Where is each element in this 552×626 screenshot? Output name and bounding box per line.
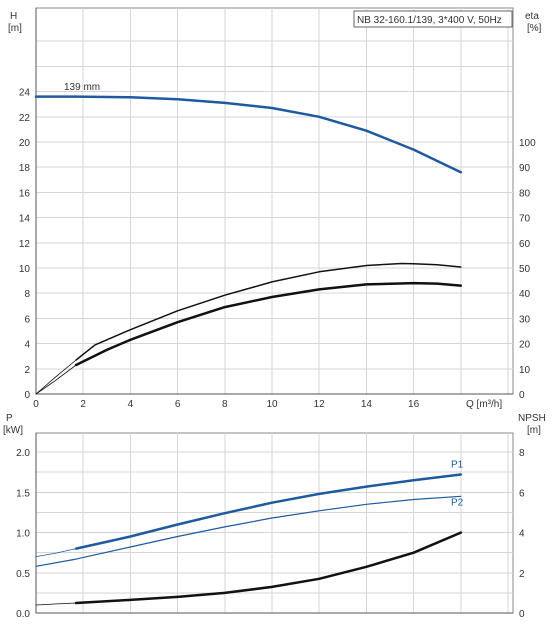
eta-tick-label: 10 <box>519 365 531 376</box>
h-tick-label: 18 <box>19 163 31 174</box>
npsh-axis-label: NPSH <box>518 413 546 424</box>
h-tick-label: 12 <box>19 239 31 250</box>
top-series-line-3 <box>74 281 463 367</box>
top-series-line-2 <box>35 359 77 395</box>
eta-axis-label: eta <box>525 11 539 22</box>
power-axis-label: P <box>6 413 13 424</box>
power-tick-label: 1.5 <box>16 488 30 499</box>
h-tick-label: 10 <box>19 264 31 275</box>
power-tick-label: 0.0 <box>16 609 30 620</box>
eta-tick-label: 40 <box>519 289 531 300</box>
impeller-diameter-label: 139 mm <box>64 82 100 93</box>
power-tick-label: 1.0 <box>16 529 30 540</box>
bottom-series-line-4 <box>35 602 77 606</box>
h-unit-label: [m] <box>8 23 22 34</box>
x-axis-label: Q [m³/h] <box>466 399 502 410</box>
eta-unit-label: [%] <box>527 23 542 34</box>
h-tick-label: 6 <box>24 314 30 325</box>
head-efficiency-panel: 0246810121416182022240102030405060708090… <box>8 7 542 410</box>
h-tick-label: 0 <box>24 390 30 401</box>
eta-tick-label: 100 <box>519 138 536 149</box>
power-npsh-panel: 0.0 0.5 1.0 1.5 2.0 0 2 4 6 8 P[kW] NPSH[m] P1 P2 <box>3 413 546 620</box>
power-tick-label: 0.5 <box>16 569 30 580</box>
bottom-series-line-1 <box>35 548 77 557</box>
q-tick-label: 6 <box>175 399 181 410</box>
npsh-tick-label: 8 <box>519 448 525 459</box>
bottom-series-line-2 <box>35 495 462 567</box>
eta-tick-label: 60 <box>519 239 531 250</box>
eta-tick-label: 90 <box>519 163 531 174</box>
q-tick-label: 0 <box>33 399 39 410</box>
top-series-line-1 <box>75 262 462 361</box>
series-label-p1: P1 <box>451 460 464 471</box>
h-tick-label: 22 <box>19 113 31 124</box>
q-tick-label: 10 <box>266 399 278 410</box>
eta-tick-label: 20 <box>519 340 531 351</box>
q-tick-label: 12 <box>314 399 326 410</box>
q-tick-label: 16 <box>408 399 420 410</box>
q-tick-label: 14 <box>361 399 373 410</box>
chart-title: NB 32-160.1/139, 3*400 V, 50Hz <box>357 15 502 26</box>
h-tick-label: 20 <box>19 138 31 149</box>
chart-title-box <box>353 10 513 28</box>
q-tick-label: 4 <box>128 399 134 410</box>
npsh-tick-label: 4 <box>519 529 525 540</box>
npsh-tick-label: 2 <box>519 569 525 580</box>
npsh-tick-label: 0 <box>519 609 525 620</box>
npsh-tick-label: 6 <box>519 488 525 499</box>
h-tick-label: 14 <box>19 214 31 225</box>
top-series-line-4 <box>35 364 77 395</box>
h-tick-label: 8 <box>24 289 30 300</box>
h-tick-label: 24 <box>19 88 31 99</box>
power-unit-label: [kW] <box>3 425 23 436</box>
q-tick-label: 2 <box>80 399 86 410</box>
q-tick-label: 8 <box>222 399 228 410</box>
series-label-p2: P2 <box>451 497 464 508</box>
h-tick-label: 16 <box>19 188 31 199</box>
eta-tick-label: 70 <box>519 214 531 225</box>
eta-tick-label: 80 <box>519 188 531 199</box>
h-tick-label: 2 <box>24 365 30 376</box>
h-tick-label: 4 <box>24 340 30 351</box>
eta-tick-label: 30 <box>519 314 531 325</box>
power-tick-label: 2.0 <box>16 448 30 459</box>
h-axis-label: H <box>10 11 17 22</box>
bottom-series-line-0 <box>74 473 463 550</box>
bottom-series-line-3 <box>74 531 463 605</box>
eta-tick-label: 0 <box>519 390 525 401</box>
npsh-unit-label: [m] <box>527 425 541 436</box>
eta-tick-label: 50 <box>519 264 531 275</box>
top-series-line-0 <box>34 95 463 174</box>
